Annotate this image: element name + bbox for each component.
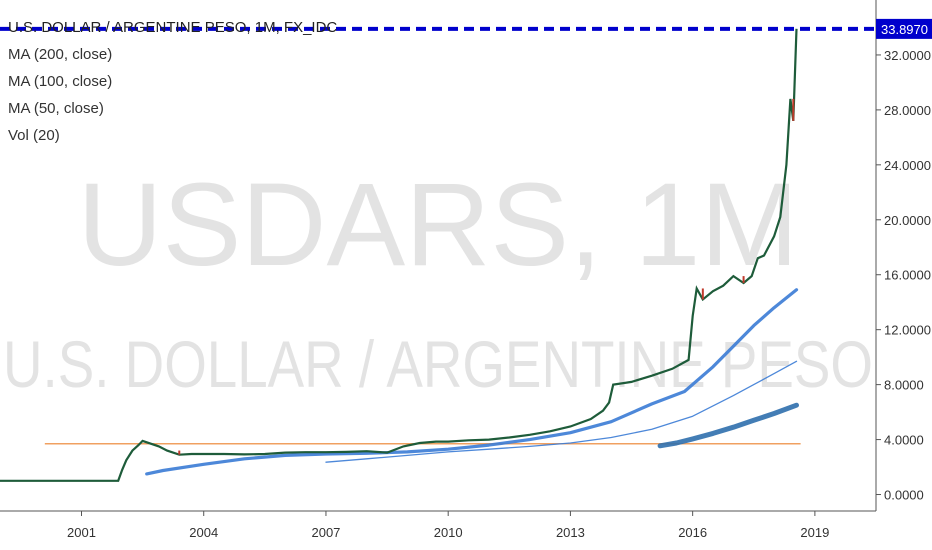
y-tick-label: 24.0000 bbox=[884, 158, 931, 173]
x-tick-label: 2019 bbox=[800, 525, 829, 540]
watermark-name: U.S. DOLLAR / ARGENTINE PESO bbox=[3, 327, 873, 401]
series-line-ma-100-close[interactable] bbox=[325, 360, 798, 463]
chart-legend: U.S. DOLLAR / ARGENTINE PESO, 1M, FX_IDC… bbox=[8, 14, 337, 149]
y-tick-label: 32.0000 bbox=[884, 48, 931, 63]
y-tick-label: 12.0000 bbox=[884, 323, 931, 338]
watermark-symbol: USDARS, 1M bbox=[77, 159, 798, 291]
legend-ma-200[interactable]: MA (200, close) bbox=[8, 46, 113, 63]
last-price-badge bbox=[876, 18, 932, 39]
legend-ma-50[interactable]: MA (50, close) bbox=[8, 100, 104, 117]
series-line-price[interactable] bbox=[0, 28, 798, 482]
x-tick-label: 2016 bbox=[678, 525, 707, 540]
last-price-label: 33.8970 bbox=[881, 22, 928, 37]
x-tick-label: 2007 bbox=[311, 525, 340, 540]
x-tick-label: 2004 bbox=[189, 525, 218, 540]
series-line-ma-50-close[interactable] bbox=[145, 288, 799, 476]
symbol-title[interactable]: U.S. DOLLAR / ARGENTINE PESO, 1M, FX_IDC bbox=[8, 19, 338, 36]
y-tick-label: 20.0000 bbox=[884, 213, 931, 228]
x-tick-label: 2013 bbox=[556, 525, 585, 540]
x-tick-label: 2010 bbox=[434, 525, 463, 540]
series-line-ma-200-close[interactable] bbox=[657, 402, 799, 449]
y-tick-label: 0.0000 bbox=[884, 488, 924, 503]
y-tick-label: 4.0000 bbox=[884, 433, 924, 448]
y-tick-label: 28.0000 bbox=[884, 103, 931, 118]
y-tick-label: 8.0000 bbox=[884, 378, 924, 393]
legend-volume[interactable]: Vol (20) bbox=[8, 127, 60, 144]
legend-ma-100[interactable]: MA (100, close) bbox=[8, 73, 113, 90]
y-tick-label: 16.0000 bbox=[884, 268, 931, 283]
x-tick-label: 2001 bbox=[67, 525, 96, 540]
